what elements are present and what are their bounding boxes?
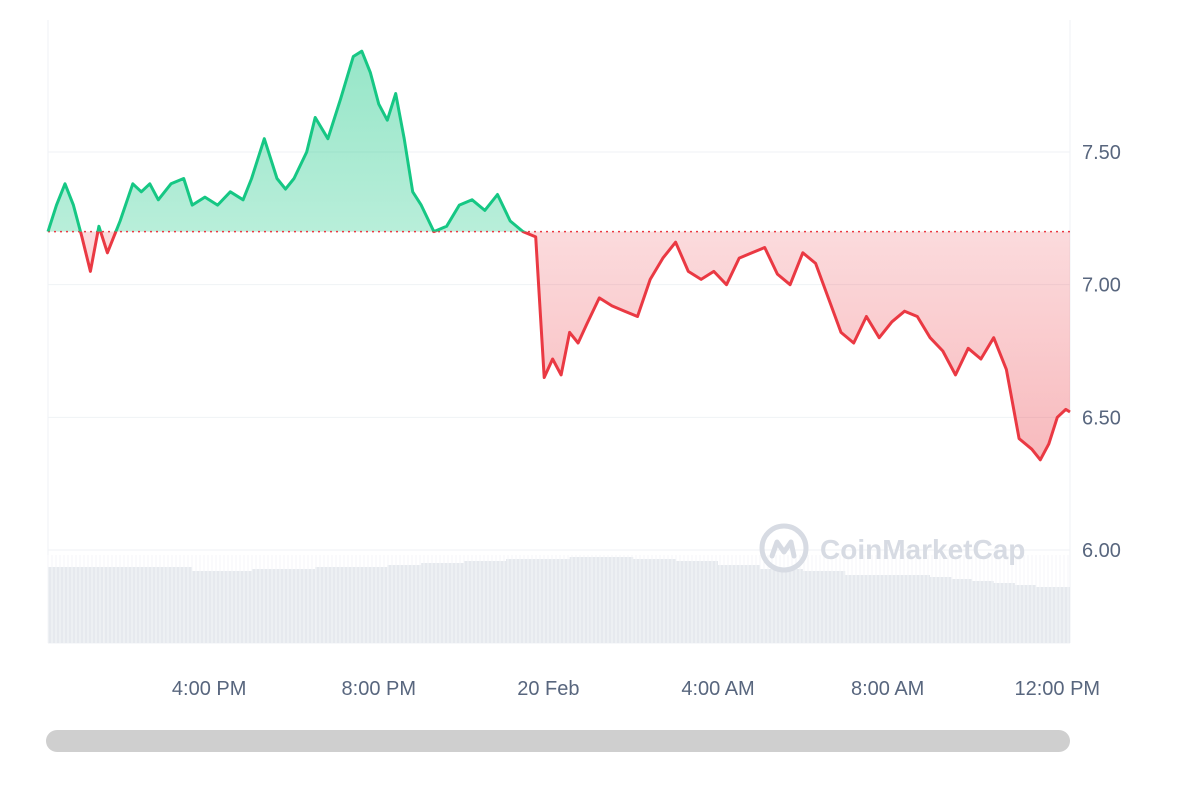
x-tick-label: 4:00 PM xyxy=(172,678,246,700)
x-tick-label: 20 Feb xyxy=(517,678,579,700)
watermark-text: CoinMarketCap xyxy=(820,534,1025,565)
y-tick-label: 7.00 xyxy=(1082,275,1121,297)
price-line-up xyxy=(46,49,527,232)
volume-bar xyxy=(887,575,931,643)
chart-scrollbar[interactable] xyxy=(46,730,1070,752)
volume-bar xyxy=(103,567,167,643)
volume-bar xyxy=(251,569,316,643)
y-tick-label: 7.50 xyxy=(1082,142,1121,164)
x-tick-label: 12:00 PM xyxy=(1014,678,1100,700)
coinmarketcap-watermark: CoinMarketCap xyxy=(759,523,1025,573)
price-line-down xyxy=(48,231,1071,462)
volume-bar xyxy=(505,559,549,643)
price-line xyxy=(46,49,1071,462)
y-tick-label: 6.50 xyxy=(1082,407,1121,429)
coinmarketcap-logo xyxy=(759,523,809,573)
y-tick-label: 6.00 xyxy=(1082,540,1121,562)
volume-bar xyxy=(463,561,506,643)
volume-bar xyxy=(1036,587,1058,643)
y-axis: 7.50 7.00 6.50 6.00 xyxy=(1082,142,1121,562)
volume-bar xyxy=(930,577,952,643)
volume-bar xyxy=(718,565,761,643)
volume-bar xyxy=(226,571,252,643)
volume-bars xyxy=(47,555,1070,643)
price-area xyxy=(48,51,1070,460)
area-below-open xyxy=(80,231,1070,460)
x-tick-label: 4:00 AM xyxy=(681,678,754,700)
volume-bar xyxy=(675,561,719,643)
volume-bar xyxy=(1014,585,1037,643)
x-tick-label: 8:00 PM xyxy=(342,678,416,700)
area-above-open xyxy=(48,51,1070,232)
volume-bar xyxy=(951,579,973,643)
volume-bar xyxy=(192,571,227,643)
x-tick-label: 8:00 AM xyxy=(851,678,924,700)
x-axis: 4:00 PM 8:00 PM 20 Feb 4:00 AM 8:00 AM 12:00 … xyxy=(172,678,1100,700)
